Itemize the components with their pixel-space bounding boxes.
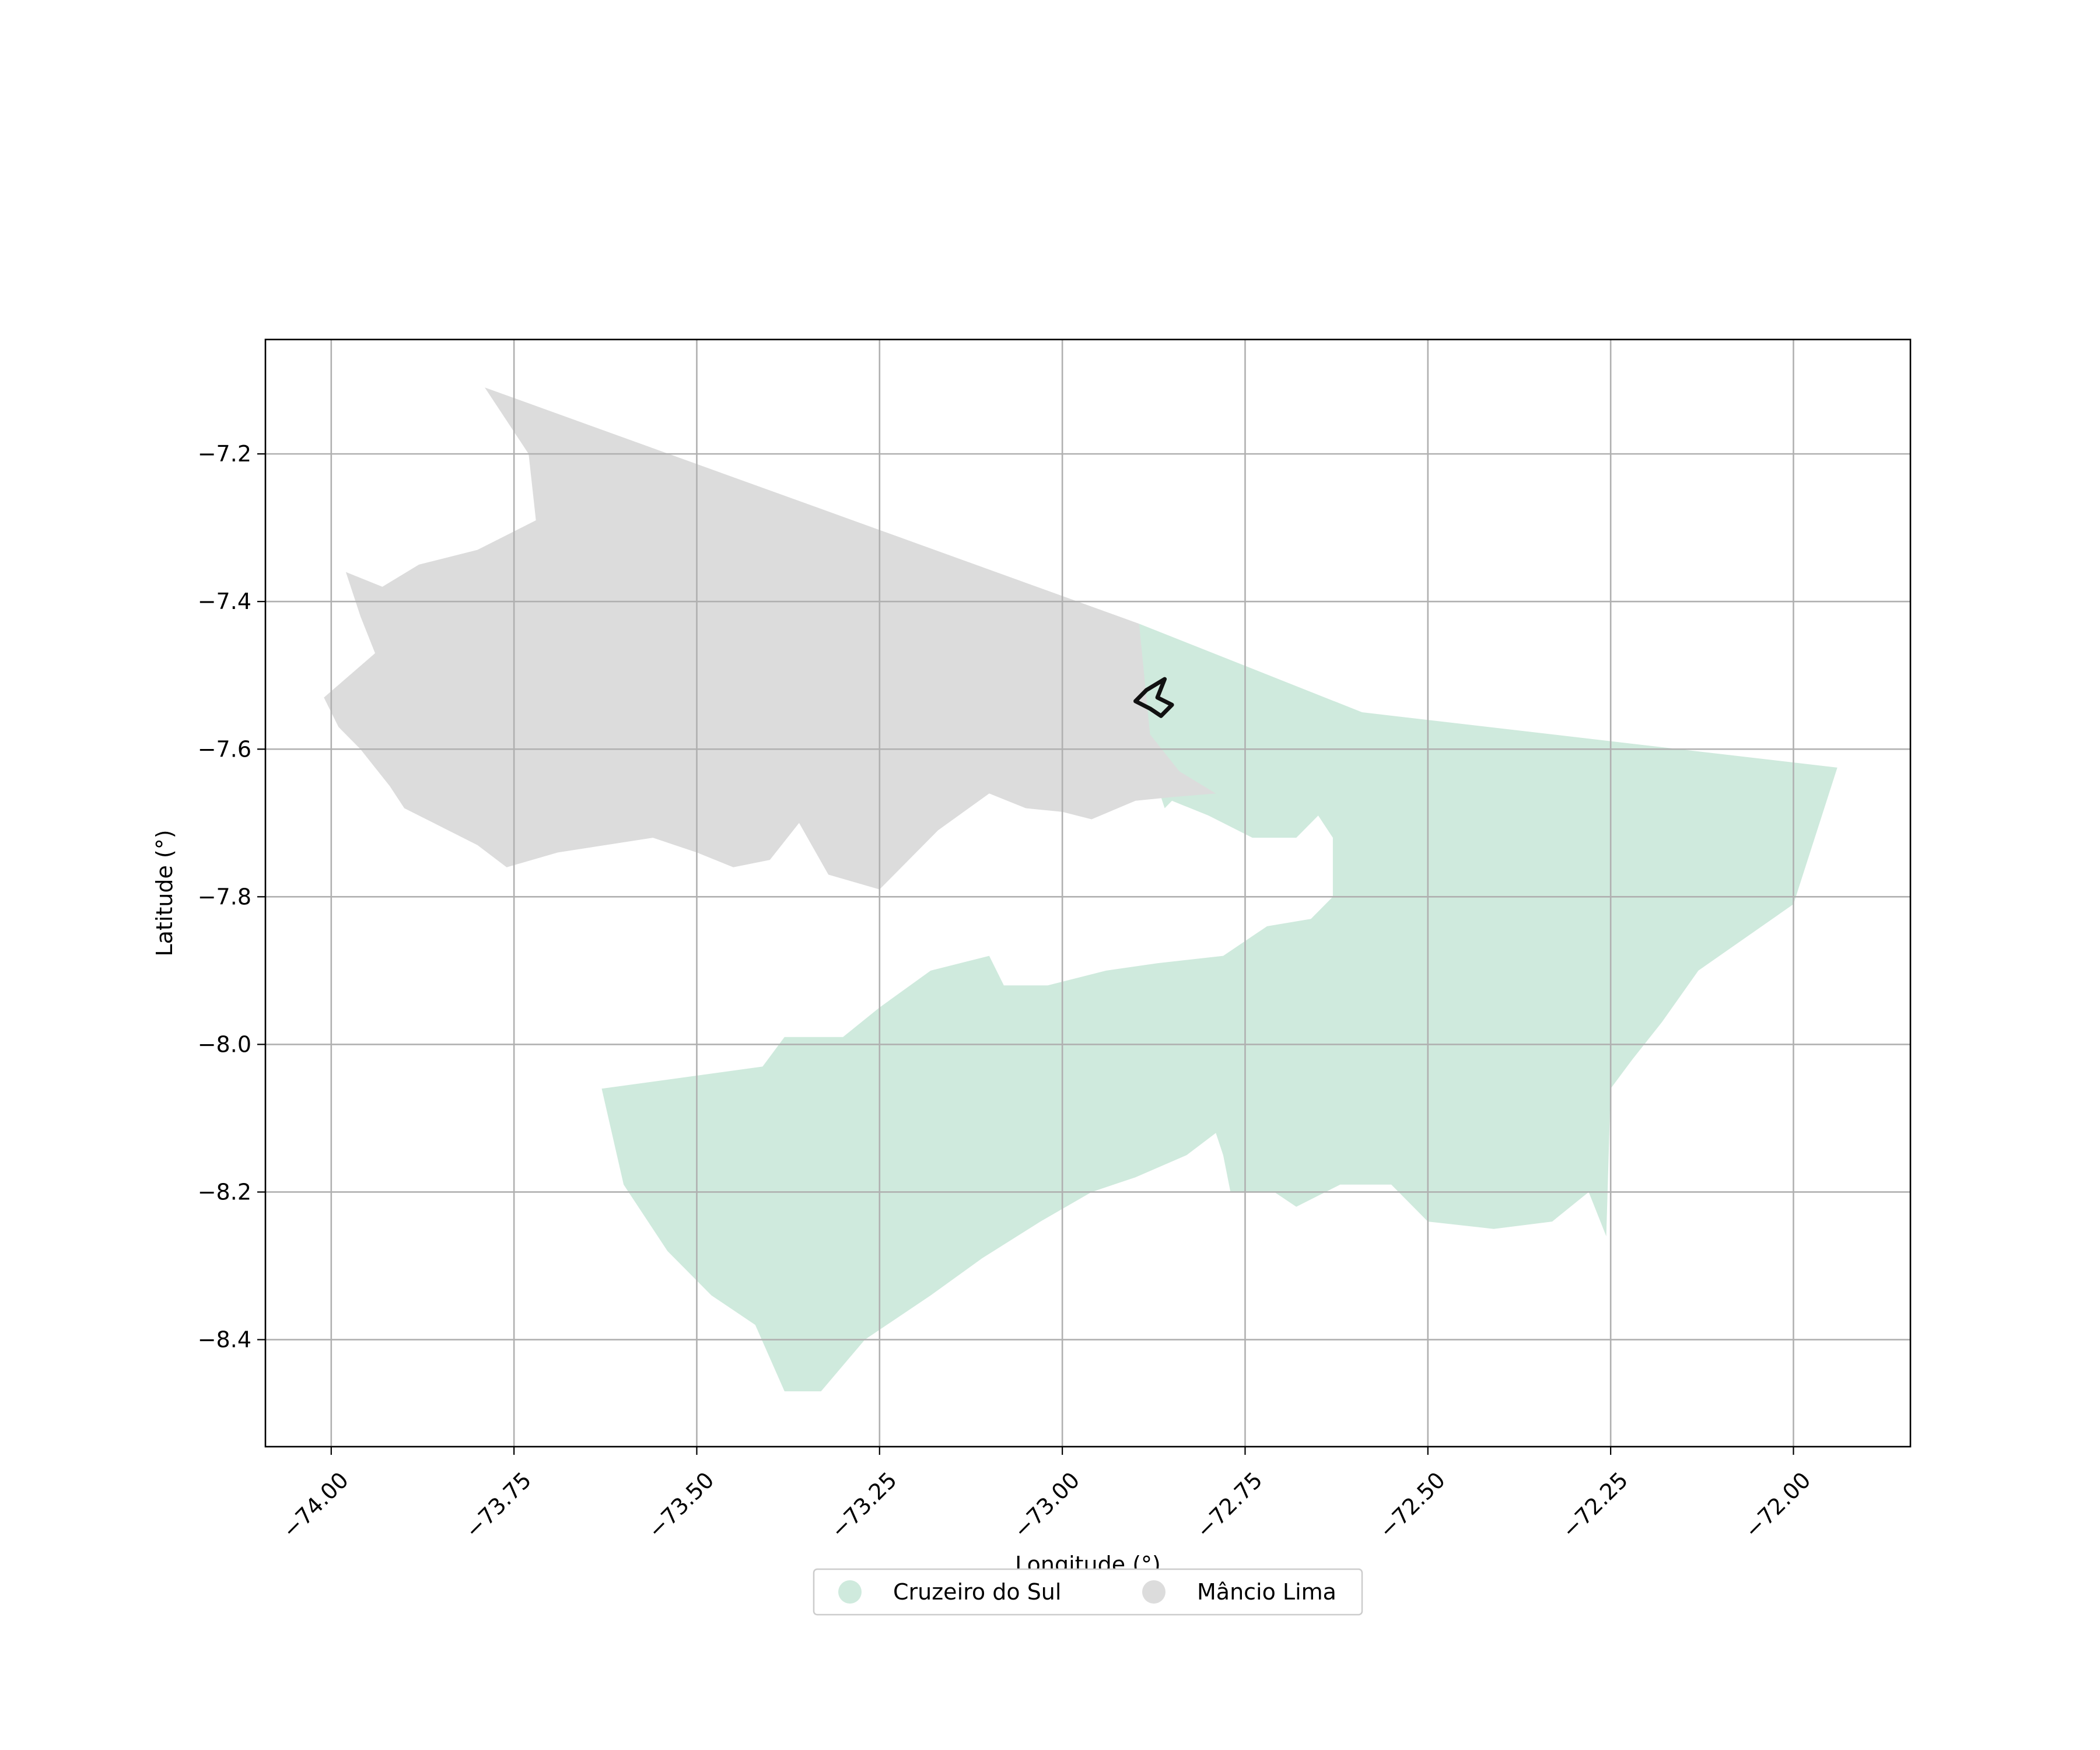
plot-frame bbox=[264, 338, 1912, 1448]
legend: Cruzeiro do Sul Mâncio Lima bbox=[813, 1568, 1363, 1616]
legend-swatch-cruzeiro bbox=[838, 1580, 862, 1604]
x-tick-label: −73.25 bbox=[825, 1467, 902, 1544]
grid-layer bbox=[265, 340, 1910, 1447]
x-tick-label: −72.25 bbox=[1557, 1467, 1633, 1544]
x-tick-label: −74.00 bbox=[277, 1467, 354, 1544]
legend-item-cruzeiro: Cruzeiro do Sul bbox=[838, 1579, 1061, 1605]
y-tick-label: −7.6 bbox=[198, 736, 251, 762]
legend-item-mancio: Mâncio Lima bbox=[1142, 1579, 1336, 1605]
region-layer bbox=[324, 387, 1838, 1392]
y-tick-label: −7.2 bbox=[198, 441, 251, 467]
x-tick-label: −72.50 bbox=[1374, 1467, 1450, 1544]
legend-swatch-mancio bbox=[1142, 1580, 1166, 1604]
x-tick-label: −72.00 bbox=[1740, 1467, 1816, 1544]
region-mancio-lima bbox=[324, 387, 1216, 890]
city-outline-marker bbox=[1133, 677, 1174, 718]
marker-layer bbox=[1133, 677, 1174, 718]
y-tick-label: −8.0 bbox=[198, 1031, 251, 1057]
y-tick-label: −8.4 bbox=[198, 1327, 251, 1353]
x-tick-label: −73.00 bbox=[1009, 1467, 1085, 1544]
y-tick-label: −7.8 bbox=[198, 884, 251, 909]
y-tick-label: −7.4 bbox=[198, 589, 251, 614]
map-layers bbox=[324, 387, 1838, 1392]
legend-box bbox=[813, 1568, 1363, 1616]
legend-label-mancio: Mâncio Lima bbox=[1197, 1579, 1336, 1605]
region-cruzeiro-do-sul bbox=[601, 624, 1838, 1392]
x-tick-label: −73.75 bbox=[460, 1467, 537, 1544]
x-tick-label: −72.75 bbox=[1191, 1467, 1268, 1544]
x-tick-label: −73.50 bbox=[643, 1467, 719, 1544]
y-axis-title: Latitude (°) bbox=[152, 830, 177, 956]
y-tick-label: −8.2 bbox=[198, 1179, 251, 1205]
legend-label-cruzeiro: Cruzeiro do Sul bbox=[893, 1579, 1061, 1605]
